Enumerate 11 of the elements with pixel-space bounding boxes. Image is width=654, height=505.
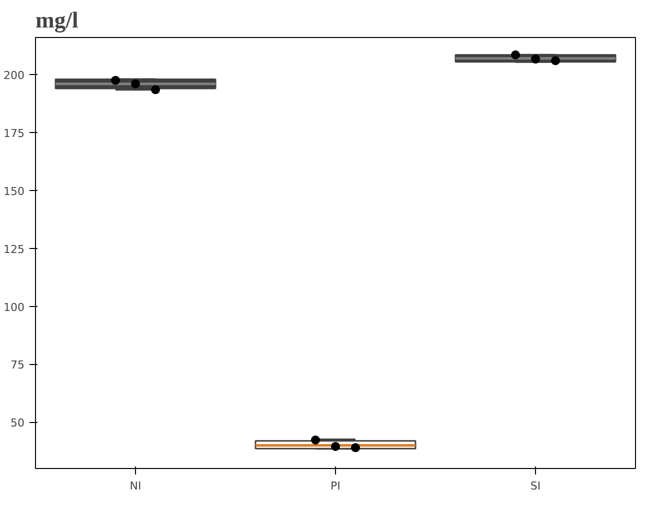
x-tick-label: SI xyxy=(530,480,541,492)
y-tick-label: 100 xyxy=(4,300,25,314)
y-tick-label: 50 xyxy=(10,416,25,430)
y-tick-label: 150 xyxy=(4,184,25,198)
y-tick-label: 125 xyxy=(4,242,25,256)
chart-title: mg/l xyxy=(36,8,78,32)
x-tick-label: NI xyxy=(130,480,142,492)
y-tick-label: 175 xyxy=(4,127,25,140)
y-tick-label: 200 xyxy=(4,69,25,82)
y-tick-label: 75 xyxy=(10,358,25,372)
x-tick-label: PI xyxy=(330,480,340,492)
